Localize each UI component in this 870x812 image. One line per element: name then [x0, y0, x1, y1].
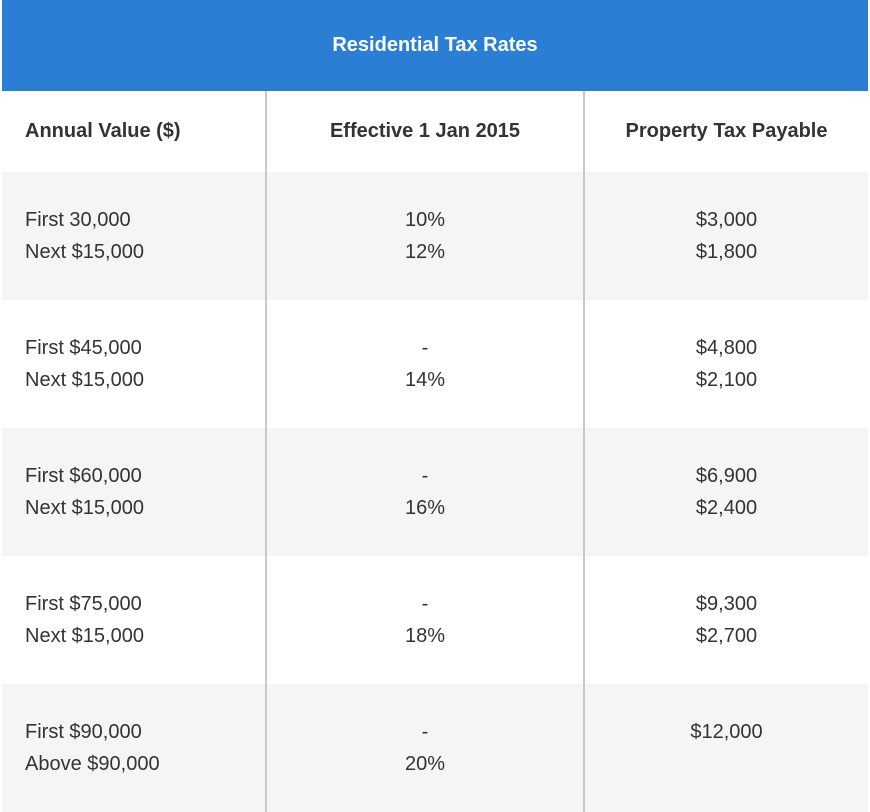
- annual-value-line: First $45,000: [25, 337, 142, 359]
- tax-rate-table: Annual Value ($) Effective 1 Jan 2015 Pr…: [2, 91, 868, 812]
- rate-line: 14%: [404, 369, 446, 391]
- annual-value-line: Next $15,000: [25, 625, 144, 647]
- tax-payable-line: $9,300: [695, 593, 758, 615]
- rate-line: 18%: [404, 625, 446, 647]
- tax-payable-line: $12,000: [690, 721, 763, 743]
- tax-payable-cell: $9,300 $2,700: [584, 556, 868, 684]
- annual-value-line: First $75,000: [25, 593, 142, 615]
- annual-value-cell: First $75,000 Next $15,000: [2, 556, 266, 684]
- annual-value-cell: First $90,000 Above $90,000: [2, 684, 266, 812]
- annual-value-line: First 30,000: [25, 209, 131, 231]
- tax-payable-cell: $12,000: [584, 684, 868, 812]
- header-tax-payable: Property Tax Payable: [584, 91, 868, 172]
- annual-value-line: Next $15,000: [25, 369, 144, 391]
- tax-payable-line: $4,800: [695, 337, 758, 359]
- annual-value-line: First $60,000: [25, 465, 142, 487]
- table-row: First 30,000 Next $15,000 10% 12% $3,000…: [2, 172, 868, 300]
- annual-value-cell: First 30,000 Next $15,000: [2, 172, 266, 300]
- header-effective-date: Effective 1 Jan 2015: [265, 91, 585, 172]
- tax-payable-line: $1,800: [695, 241, 758, 263]
- rate-cell: - 20%: [265, 684, 585, 812]
- tax-payable-line: [585, 748, 868, 780]
- table-row: First $90,000 Above $90,000 - 20% $12,00…: [2, 684, 868, 812]
- annual-value-line: Next $15,000: [25, 497, 144, 519]
- tax-payable-line: $2,700: [695, 625, 758, 647]
- tax-payable-cell: $3,000 $1,800: [584, 172, 868, 300]
- table-row: First $75,000 Next $15,000 - 18% $9,300 …: [2, 556, 868, 684]
- rate-cell: - 16%: [265, 428, 585, 556]
- tax-payable-cell: $4,800 $2,100: [584, 300, 868, 428]
- annual-value-cell: First $45,000 Next $15,000: [2, 300, 266, 428]
- tax-payable-line: $2,100: [695, 369, 758, 391]
- header-row: Annual Value ($) Effective 1 Jan 2015 Pr…: [2, 91, 868, 172]
- rate-line: 16%: [404, 497, 446, 519]
- table-title: Residential Tax Rates: [2, 0, 868, 91]
- table-row: First $60,000 Next $15,000 - 16% $6,900 …: [2, 428, 868, 556]
- header-annual-value: Annual Value ($): [2, 91, 266, 172]
- rate-cell: - 14%: [265, 300, 585, 428]
- annual-value-line: First $90,000: [25, 721, 142, 743]
- rate-line: 10%: [404, 209, 446, 231]
- rate-line: -: [421, 721, 429, 743]
- table-row: First $45,000 Next $15,000 - 14% $4,800 …: [2, 300, 868, 428]
- tax-payable-line: $2,400: [695, 497, 758, 519]
- rate-line: -: [421, 465, 429, 487]
- rate-line: 20%: [404, 753, 446, 775]
- annual-value-line: Next $15,000: [25, 241, 144, 263]
- rate-line: -: [421, 593, 429, 615]
- rate-line: 12%: [404, 241, 446, 263]
- tax-payable-line: $6,900: [695, 465, 758, 487]
- rate-cell: 10% 12%: [265, 172, 585, 300]
- tax-payable-line: $3,000: [695, 209, 758, 231]
- annual-value-line: Above $90,000: [25, 753, 160, 775]
- annual-value-cell: First $60,000 Next $15,000: [2, 428, 266, 556]
- tax-payable-cell: $6,900 $2,400: [584, 428, 868, 556]
- rate-cell: - 18%: [265, 556, 585, 684]
- rate-line: -: [421, 337, 429, 359]
